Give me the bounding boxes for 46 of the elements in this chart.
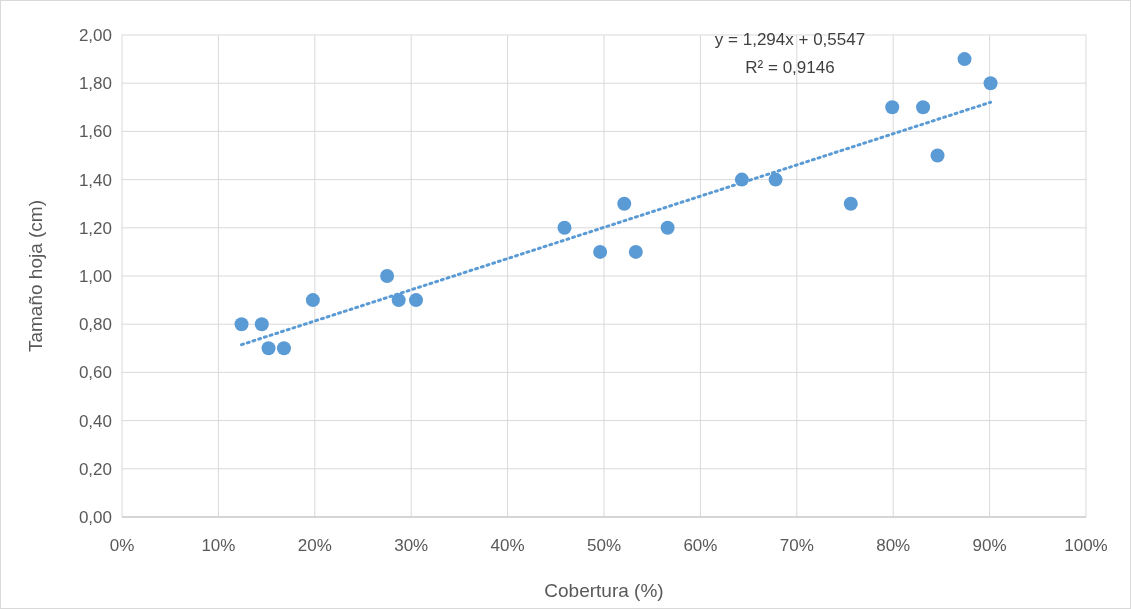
- annotation: R² = 0,9146: [745, 58, 835, 77]
- point: [380, 269, 395, 283]
- point: [593, 244, 608, 259]
- point: [628, 244, 643, 259]
- x-tick-label: 80%: [876, 536, 911, 555]
- x-tick-label: 0%: [109, 536, 135, 555]
- y-tick-label: 1,60: [78, 122, 112, 142]
- x-tick-label: 50%: [586, 536, 622, 555]
- point: [885, 100, 900, 115]
- x-tick-label: 30%: [394, 536, 429, 555]
- y-tick-label: 1,20: [78, 218, 112, 238]
- point: [660, 220, 675, 235]
- point: [768, 172, 783, 187]
- y-tick-label: 1,80: [78, 74, 112, 94]
- point: [617, 196, 632, 211]
- y-tick-label: 0,00: [78, 507, 112, 527]
- point: [276, 341, 291, 356]
- point: [409, 293, 424, 308]
- point: [305, 293, 320, 308]
- x-tick-label: 60%: [683, 536, 718, 555]
- point: [557, 220, 572, 235]
- point: [843, 196, 858, 211]
- annotation: y = 1,294x + 0,5547: [714, 30, 866, 49]
- point: [234, 317, 249, 332]
- x-tick-label: 10%: [201, 536, 236, 555]
- point: [983, 76, 998, 91]
- y-tick-label: 0,40: [78, 411, 112, 431]
- point: [261, 341, 276, 356]
- point: [916, 100, 931, 115]
- point: [254, 317, 269, 332]
- point: [957, 52, 972, 67]
- point: [930, 148, 945, 163]
- y-tick-label: 0,80: [78, 315, 112, 335]
- x-tick-label: 20%: [297, 536, 332, 555]
- y-axis-title: Tamaño hoja (cm): [25, 199, 46, 353]
- x-tick-label: 40%: [490, 536, 525, 555]
- point: [391, 293, 406, 308]
- x-tick-label: 100%: [1064, 536, 1108, 555]
- x-tick-label: 90%: [972, 536, 1007, 555]
- y-tick-label: 0,20: [78, 459, 112, 479]
- x-tick-label: 70%: [779, 536, 814, 555]
- x-axis-title: Cobertura (%): [544, 580, 664, 601]
- y-tick-label: 1,00: [78, 266, 112, 286]
- y-tick-label: 0,60: [78, 363, 112, 383]
- y-tick-label: 1,40: [78, 170, 112, 190]
- y-tick-label: 2,00: [78, 25, 112, 45]
